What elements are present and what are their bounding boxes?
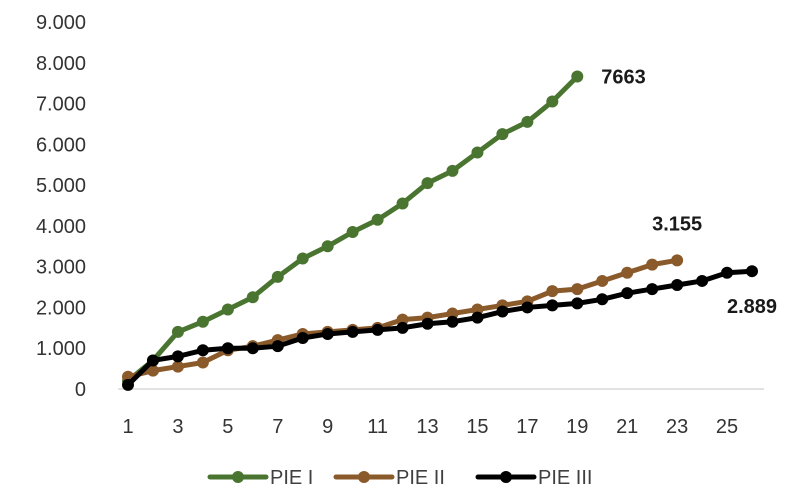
data-point	[246, 291, 259, 304]
data-label: 3.155	[652, 213, 702, 235]
data-point	[371, 323, 384, 336]
data-point	[421, 317, 434, 330]
data-point	[571, 283, 584, 296]
data-label: 7663	[601, 67, 646, 89]
data-point	[671, 279, 684, 292]
data-point	[521, 115, 534, 128]
data-point	[421, 177, 434, 190]
x-tick-label: 19	[566, 416, 588, 438]
y-tick-label: 4.000	[36, 216, 86, 238]
data-point	[146, 354, 159, 367]
data-point	[122, 378, 134, 391]
legend-item: PIE II	[333, 467, 445, 489]
data-point	[146, 364, 159, 377]
data-point	[446, 164, 459, 177]
data-point	[521, 301, 534, 314]
legend-label: PIE II	[396, 467, 445, 489]
data-point	[621, 266, 634, 279]
data-point	[571, 297, 584, 310]
data-point	[171, 350, 184, 363]
data-point	[221, 303, 234, 316]
y-tick-label: 7.000	[36, 94, 86, 116]
x-tick-label: 11	[367, 416, 388, 438]
data-point	[546, 285, 559, 298]
data-point	[171, 325, 184, 338]
data-point	[671, 254, 684, 267]
x-tick-label: 17	[516, 416, 538, 438]
x-tick-label: 7	[272, 416, 283, 438]
data-point	[246, 342, 259, 355]
legend-item: PIE III	[475, 467, 592, 489]
data-point	[596, 293, 609, 306]
data-point	[196, 344, 209, 357]
data-point	[496, 128, 509, 141]
legend-swatch-marker	[358, 471, 370, 483]
legend-swatch-marker	[500, 471, 512, 483]
y-axis-tick-labels: 0 1.000 2.000 3.000 4.000 5.000 6.000 7.000 8.00…	[36, 12, 86, 401]
legend-item: PIE I	[207, 467, 313, 489]
legend: PIE I PIE II PIE III	[207, 467, 592, 489]
y-tick-label: 0	[75, 379, 86, 401]
data-point	[596, 274, 609, 287]
data-point	[296, 252, 309, 265]
data-point	[496, 305, 509, 318]
y-tick-label: 8.000	[36, 53, 86, 75]
y-tick-label: 2.000	[36, 297, 86, 319]
data-point	[346, 226, 359, 239]
data-point	[296, 332, 309, 345]
y-tick-label: 9.000	[36, 12, 86, 34]
data-label: 2.889	[727, 296, 777, 318]
data-point	[471, 146, 484, 159]
y-tick-label: 5.000	[36, 175, 86, 197]
data-point	[746, 265, 758, 278]
x-tick-label: 21	[616, 416, 638, 438]
x-tick-label: 3	[172, 416, 183, 438]
data-point	[621, 287, 634, 300]
x-tick-label: 25	[716, 416, 738, 438]
legend-label: PIE I	[270, 467, 313, 489]
x-tick-label: 15	[466, 416, 488, 438]
data-point	[396, 321, 409, 334]
data-point	[321, 327, 334, 340]
y-tick-label: 3.000	[36, 257, 86, 279]
data-point	[321, 240, 334, 253]
x-axis-tick-labels: 1 3 5 7 9 11 13 15 17 19 21 23 25	[122, 416, 738, 438]
y-tick-label: 6.000	[36, 134, 86, 156]
series-line	[125, 268, 755, 388]
x-tick-label: 13	[416, 416, 438, 438]
x-tick-label: 1	[122, 416, 133, 438]
series-group	[122, 70, 758, 391]
data-point	[446, 315, 459, 328]
data-point	[546, 95, 559, 108]
data-point	[571, 70, 584, 83]
data-point	[196, 315, 209, 328]
data-point	[396, 197, 409, 210]
legend-label: PIE III	[538, 467, 592, 489]
data-point	[196, 356, 209, 369]
series-1	[122, 70, 584, 387]
data-point	[271, 270, 284, 283]
data-point	[271, 340, 284, 353]
data-point	[646, 283, 659, 296]
data-point	[346, 325, 359, 338]
data-point	[471, 311, 484, 324]
x-tick-label: 23	[666, 416, 688, 438]
data-point	[546, 299, 559, 312]
legend-swatch-marker	[232, 471, 244, 483]
data-point	[221, 342, 234, 355]
data-labels: 7663 3.155 2.889	[601, 67, 777, 319]
data-point	[646, 258, 659, 271]
x-tick-label: 5	[222, 416, 233, 438]
data-point	[371, 213, 384, 226]
data-point	[696, 274, 709, 287]
data-point	[171, 360, 184, 373]
y-tick-label: 1.000	[36, 338, 86, 360]
data-point	[721, 266, 734, 279]
series-3	[122, 265, 758, 391]
x-tick-label: 9	[322, 416, 333, 438]
